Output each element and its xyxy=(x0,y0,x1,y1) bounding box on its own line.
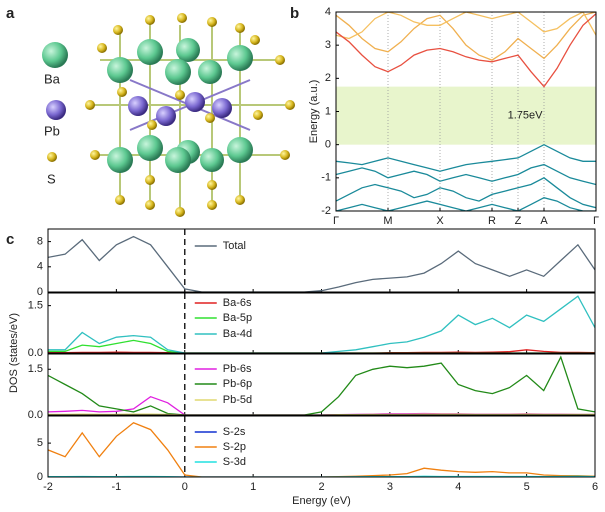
y-tick-label: 2 xyxy=(325,72,331,84)
panel-label: b xyxy=(290,5,299,22)
lead-atoms xyxy=(128,92,232,126)
series-line xyxy=(336,163,596,186)
y-tick-label: -1 xyxy=(321,172,331,184)
structure-legend xyxy=(42,42,68,162)
legend-label: Pb xyxy=(44,123,60,138)
y-tick-label: 0 xyxy=(37,286,43,298)
legend-label: Total xyxy=(223,240,246,252)
x-tick-label: M xyxy=(383,215,392,227)
series-line xyxy=(336,13,596,88)
legend-label: Ba xyxy=(44,71,61,86)
y-tick-label: 4 xyxy=(325,6,331,18)
series-line xyxy=(48,422,595,477)
series-line xyxy=(336,12,596,61)
x-tick-label: Γ xyxy=(333,215,339,227)
legend-label: Pb-5d xyxy=(223,394,252,406)
y-tick-label: 5 xyxy=(37,437,43,449)
panel-label: a xyxy=(6,5,15,22)
x-tick-label: R xyxy=(488,215,496,227)
band-gap-label: 1.75eV xyxy=(508,110,544,122)
y-tick-label: 0.0 xyxy=(28,409,43,421)
series-line xyxy=(48,339,595,353)
series-line xyxy=(336,197,596,211)
x-tick-label: 4 xyxy=(455,481,461,493)
legend-label: Ba-4d xyxy=(223,328,252,340)
y-tick-label: 0.0 xyxy=(28,347,43,359)
plot-frame xyxy=(47,292,596,354)
series-line xyxy=(48,235,595,292)
series-line xyxy=(336,143,596,172)
legend-label: Ba-5p xyxy=(223,312,252,324)
y-tick-label: 4 xyxy=(37,261,43,273)
sulfur-atoms xyxy=(85,13,295,217)
x-tick-label: 3 xyxy=(387,481,393,493)
panel-label: c xyxy=(6,231,14,248)
y-tick-label: -2 xyxy=(321,205,331,217)
legend-label: S xyxy=(47,171,56,186)
plot-frame xyxy=(47,353,596,416)
x-tick-label: -1 xyxy=(111,481,121,493)
legend-label: Pb-6p xyxy=(223,378,252,390)
y-tick-label: 0 xyxy=(37,471,43,483)
legend-label: S-2s xyxy=(223,426,246,438)
plot-frame xyxy=(335,11,597,212)
x-axis-label: Energy (eV) xyxy=(292,495,351,507)
series-line xyxy=(48,413,595,415)
series-line xyxy=(48,349,595,353)
x-tick-label: Z xyxy=(515,215,522,227)
plot-frame xyxy=(47,415,596,478)
y-tick-label: 1 xyxy=(325,105,331,117)
y-tick-label: 0 xyxy=(325,139,331,151)
legend-label: S-3d xyxy=(223,456,246,468)
y-tick-label: 8 xyxy=(37,236,43,248)
y-axis-label: DOS (states/eV) xyxy=(8,313,20,393)
y-axis-label: Energy (a.u.) xyxy=(308,80,320,144)
series-line xyxy=(336,12,596,40)
x-tick-label: 6 xyxy=(592,481,598,493)
x-tick-label: A xyxy=(540,215,548,227)
x-tick-label: Γ xyxy=(593,215,599,227)
x-tick-label: X xyxy=(436,215,444,227)
plot-frame xyxy=(47,228,596,293)
series-line xyxy=(48,295,595,353)
band-gap xyxy=(336,86,596,145)
y-tick-label: 1.5 xyxy=(28,363,43,375)
x-tick-label: 0 xyxy=(182,481,188,493)
legend-label: Pb-6s xyxy=(223,363,252,375)
y-tick-label: 3 xyxy=(325,39,331,51)
x-tick-label: 2 xyxy=(318,481,324,493)
legend-label: S-2p xyxy=(223,441,246,453)
x-tick-label: 5 xyxy=(524,481,530,493)
x-tick-label: 1 xyxy=(250,481,256,493)
x-tick-label: -2 xyxy=(43,481,53,493)
series-line xyxy=(48,355,595,415)
barium-atoms xyxy=(107,38,253,173)
legend-label: Ba-6s xyxy=(223,297,252,309)
y-tick-label: 1.5 xyxy=(28,300,43,312)
series-line xyxy=(336,177,596,209)
